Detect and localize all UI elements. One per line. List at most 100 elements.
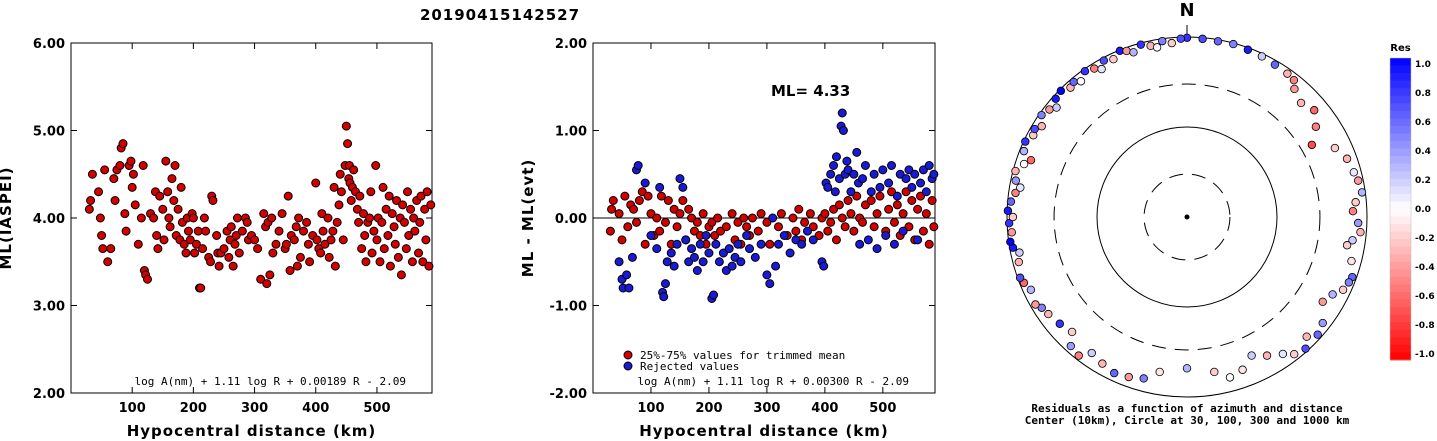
data-point-red [656, 191, 666, 201]
data-point-blue [797, 239, 807, 249]
station-residual [1213, 37, 1223, 46]
y-tick-label: 4.00 [33, 212, 65, 227]
data-point-red [390, 239, 400, 249]
station-residual [1055, 319, 1064, 328]
data-point-red [872, 209, 882, 219]
data-point-blue [878, 165, 888, 175]
data-point-red [392, 196, 402, 205]
data-point-red [410, 226, 420, 236]
data-point-red [320, 239, 330, 249]
data-point-red [623, 222, 633, 232]
station-residual [1210, 367, 1219, 377]
data-point-red [164, 213, 174, 223]
colorbar-tick-label: 0.4 [1415, 147, 1431, 157]
data-point-blue [830, 187, 840, 197]
data-point-red [159, 235, 169, 245]
data-point-red [403, 187, 413, 197]
data-point-red [820, 209, 830, 219]
data-point-red [183, 226, 193, 236]
ring-300km [1053, 83, 1321, 351]
data-point-red [361, 257, 371, 267]
data-point-red [214, 261, 224, 271]
data-point-red [372, 235, 382, 245]
station-residual [1015, 248, 1024, 257]
colorbar-segment [1390, 163, 1411, 172]
station-residual [1074, 351, 1083, 360]
data-point-blue [858, 174, 868, 184]
x-tick-label: 400 [302, 401, 329, 416]
data-point-red [346, 196, 356, 205]
data-point-red [158, 204, 168, 214]
station-residual [1348, 207, 1358, 216]
data-point-red [365, 213, 375, 223]
ml-annotation: ML= 4.33 [771, 82, 850, 100]
data-point-red [788, 213, 798, 223]
data-point-blue [846, 187, 856, 197]
data-point-red [823, 226, 833, 236]
colorbar-segment [1390, 201, 1411, 210]
data-point-red [256, 274, 266, 284]
colorbar-tick-label: -0.8 [1415, 321, 1435, 331]
data-point-blue [892, 191, 902, 201]
data-point-blue [762, 270, 772, 280]
data-point-red [367, 248, 377, 258]
data-point-blue [701, 231, 711, 240]
data-point-red [721, 222, 731, 232]
station-residual [1080, 66, 1090, 76]
station-residual [1139, 374, 1148, 383]
station-residual [1302, 332, 1311, 341]
chart-title: 20190415142527 [419, 6, 581, 24]
data-point-red [369, 226, 379, 236]
data-point-blue [907, 182, 917, 192]
station-residual [1318, 318, 1327, 328]
data-point-blue [819, 261, 829, 271]
data-point-red [87, 169, 97, 179]
colorbar-segment [1390, 73, 1411, 82]
station-residual [1136, 40, 1146, 49]
data-point-red [858, 217, 868, 227]
data-point-blue [881, 231, 891, 240]
data-point-blue [910, 169, 920, 179]
data-point-red [318, 226, 328, 236]
x-tick-label: 100 [119, 401, 146, 416]
data-point-red [379, 244, 389, 254]
data-point-red [237, 226, 247, 236]
data-point-red [631, 217, 641, 227]
colorbar-segment [1390, 58, 1411, 67]
ring-100km [1096, 126, 1278, 308]
data-point-red [142, 274, 152, 284]
station-residual [1296, 98, 1306, 108]
data-point-red [193, 226, 203, 236]
data-point-red [199, 213, 209, 223]
station-residual [1356, 227, 1365, 237]
data-point-red [834, 200, 844, 210]
data-point-red [334, 200, 344, 210]
colorbar-segment [1390, 231, 1411, 240]
station-residual [1347, 256, 1356, 266]
colorbar-segment [1390, 148, 1411, 157]
colorbar-tick-label: 0.8 [1415, 89, 1431, 99]
polar-panel: N Residuals as a function of azimuth and … [1003, 0, 1368, 427]
data-point-red [274, 226, 284, 236]
station-residual [1016, 183, 1025, 192]
colorbar-tick-label: -0.2 [1415, 234, 1435, 244]
data-point-blue [913, 235, 923, 245]
data-point-red [291, 222, 301, 232]
station-residual [1311, 122, 1321, 131]
data-point-blue [872, 244, 882, 254]
station-residual [1044, 309, 1053, 319]
data-point-red [415, 217, 425, 227]
colorbar-segment [1390, 254, 1411, 263]
data-point-red [191, 239, 201, 249]
station-residual [1229, 39, 1238, 49]
data-point-blue [829, 161, 839, 170]
data-point-red [617, 235, 627, 245]
x-tick-label: 300 [241, 401, 268, 416]
colorbar-segment [1390, 344, 1411, 353]
data-point-red [343, 139, 353, 149]
station-residual [1097, 64, 1106, 74]
y-axis-label: ML - ML(evt) [519, 159, 537, 277]
data-point-red [285, 266, 295, 275]
data-point-blue [831, 152, 841, 162]
y-tick-label: 1.00 [555, 125, 587, 140]
